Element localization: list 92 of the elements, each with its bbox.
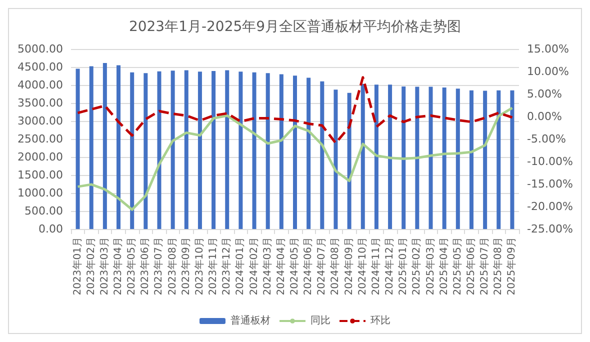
x-tick-label: 2025年06月 xyxy=(464,237,477,296)
bar xyxy=(238,72,243,229)
x-tick-label: 2024年01月 xyxy=(234,237,246,296)
x-tick-label: 2023年08月 xyxy=(166,237,178,296)
x-tick-label: 2024年10月 xyxy=(356,237,368,296)
y-tick-label: 1500.00 xyxy=(18,168,63,182)
bar xyxy=(402,86,406,229)
x-tick-label: 2025年03月 xyxy=(424,237,436,296)
x-tick-label: 2024年12月 xyxy=(384,237,396,296)
y-tick-label: 0.00 xyxy=(38,222,63,236)
x-tick-label: 2023年05月 xyxy=(126,237,138,296)
bar xyxy=(320,81,324,229)
y2-tick-label: -25.00% xyxy=(527,222,573,236)
y-tick-label: 4000.00 xyxy=(18,78,63,92)
legend-label: 同比 xyxy=(310,314,330,326)
bar xyxy=(483,90,488,229)
legend-label: 环比 xyxy=(370,314,390,326)
x-tick-label: 2024年09月 xyxy=(342,237,355,296)
y-tick-label: 4500.00 xyxy=(18,60,63,74)
bar xyxy=(102,63,107,229)
bar xyxy=(252,72,256,229)
y-tick-label: 500.00 xyxy=(24,204,63,218)
y-tick-label: 1000.00 xyxy=(18,186,63,200)
bar xyxy=(347,92,352,229)
x-tick-label: 2024年04月 xyxy=(274,237,287,296)
x-tick-label: 2024年06月 xyxy=(302,237,314,296)
bar xyxy=(510,90,514,229)
bar xyxy=(469,90,474,229)
bar xyxy=(266,73,270,229)
x-tick-label: 2025年05月 xyxy=(451,237,464,296)
x-tick-label: 2025年07月 xyxy=(478,237,491,296)
y-tick-label: 5000.00 xyxy=(18,42,63,56)
x-tick-label: 2023年04月 xyxy=(112,237,124,296)
x-tick-label: 2024年02月 xyxy=(248,237,260,296)
bar xyxy=(456,88,460,229)
x-tick-label: 2025年02月 xyxy=(410,237,423,296)
y2-tick-label: -5.00% xyxy=(527,132,566,146)
bar xyxy=(293,76,297,229)
y2-tick-label: -20.00% xyxy=(527,200,573,213)
x-tick-label: 2025年09月 xyxy=(506,237,518,296)
x-tick-label: 2024年11月 xyxy=(370,237,382,296)
bar xyxy=(116,65,121,229)
x-tick-label: 2023年10月 xyxy=(193,237,206,296)
bar xyxy=(144,73,148,229)
x-tick-label: 2025年08月 xyxy=(492,237,504,296)
bar xyxy=(130,72,134,229)
x-tick-label: 2023年06月 xyxy=(139,237,152,296)
chart-title: 2023年1月-2025年9月全区普通板材平均价格走势图 xyxy=(128,18,462,35)
y2-tick-label: -15.00% xyxy=(527,178,573,190)
x-tick-label: 2024年03月 xyxy=(261,237,274,296)
x-tick-label: 2023年01月 xyxy=(71,237,84,296)
bar xyxy=(415,86,420,229)
y-tick-label: 3500.00 xyxy=(18,96,63,110)
x-tick-label: 2025年04月 xyxy=(438,237,450,296)
x-tick-label: 2023年12月 xyxy=(220,237,233,296)
bar xyxy=(442,88,446,229)
x-tick-label: 2023年07月 xyxy=(152,237,165,296)
bar xyxy=(225,70,230,229)
bar xyxy=(360,84,365,229)
x-tick-label: 2024年08月 xyxy=(329,237,342,296)
x-tick-label: 2023年02月 xyxy=(84,237,97,296)
bar xyxy=(279,74,284,229)
legend-label: 普通板材 xyxy=(230,314,270,326)
bar xyxy=(374,84,378,229)
bar xyxy=(306,78,311,229)
y2-tick-label: -10.00% xyxy=(527,155,573,168)
bar xyxy=(496,90,501,229)
bar xyxy=(184,70,188,229)
bar xyxy=(89,66,94,229)
line-series xyxy=(76,76,514,144)
x-tick-label: 2024年07月 xyxy=(316,237,328,296)
y2-tick-label: 5.00% xyxy=(527,88,562,100)
bar xyxy=(428,86,433,229)
y-tick-label: 2500.00 xyxy=(18,132,63,146)
x-tick-label: 2023年03月 xyxy=(98,237,110,296)
bar xyxy=(334,90,338,229)
x-tick-label: 2023年09月 xyxy=(180,237,192,296)
bar xyxy=(157,71,162,229)
y-tick-label: 3000.00 xyxy=(18,114,63,128)
bar xyxy=(170,70,175,229)
y2-tick-label: 15.00% xyxy=(527,42,569,56)
bar xyxy=(76,68,80,229)
y2-tick-label: 0.00% xyxy=(527,110,562,123)
x-tick-label: 2024年05月 xyxy=(288,237,300,296)
x-tick-label: 2023年11月 xyxy=(207,237,220,296)
y2-tick-label: 10.00% xyxy=(527,65,569,78)
x-tick-label: 2025年01月 xyxy=(397,237,410,296)
line-series xyxy=(76,106,514,211)
bar xyxy=(212,70,216,229)
bar xyxy=(198,72,202,229)
y-tick-label: 2000.00 xyxy=(18,150,63,164)
bar xyxy=(388,84,392,229)
